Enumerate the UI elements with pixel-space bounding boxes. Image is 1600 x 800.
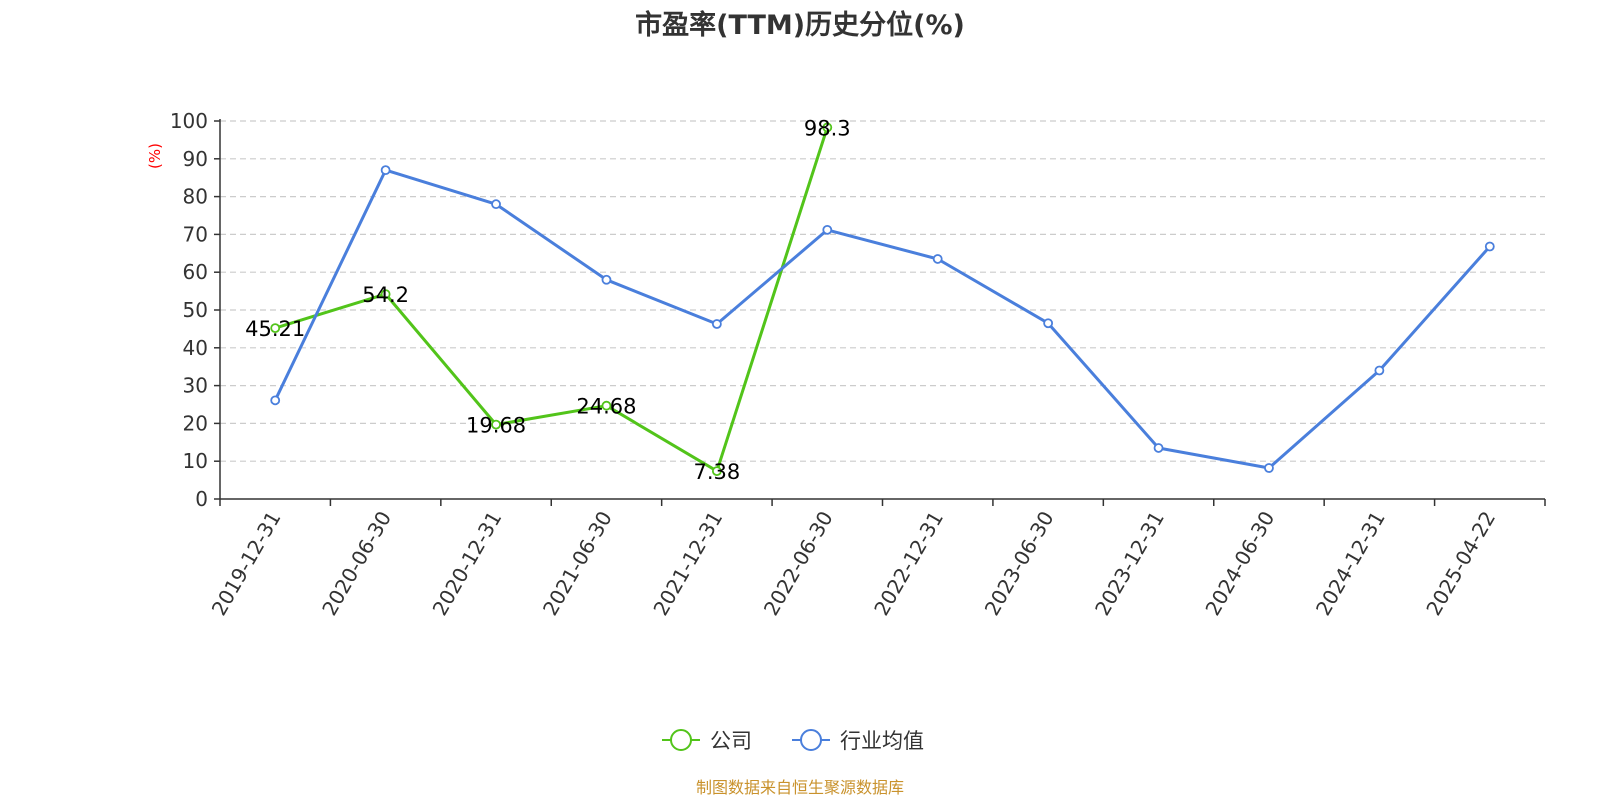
data-labels: 45.21 54.2 19.68 24.68 7.38 98.3 [245,116,851,484]
y-tick-label: 60 [183,260,208,284]
x-tick-label: 2023-12-31 [1090,507,1169,620]
series-1-point [380,165,391,176]
y-tick-label: 70 [183,222,208,246]
legend-label-0: 公司 [710,729,752,753]
x-tick-label: 2022-06-30 [759,507,838,620]
data-label: 24.68 [576,395,636,419]
series-0-point [491,419,501,430]
y-tick-label: 30 [183,374,208,398]
series-0-point [601,400,612,411]
y-tick-label: 100 [170,109,208,133]
x-tick-label: 2023-06-30 [980,507,1059,620]
legend-marker-0 [670,729,692,751]
x-tick-label: 2021-12-31 [648,507,727,620]
x-tick-label: 2025-04-22 [1421,507,1500,620]
x-tick-label: 2022-12-31 [869,507,948,620]
legend: 公司 行业均值 [662,729,924,753]
series-1-point [1374,365,1385,376]
series-1-point [1043,318,1054,329]
legend-marker-1 [800,729,822,751]
legend-label-1: 行业均值 [840,729,924,753]
series-0-point [380,289,391,300]
y-tick-label: 40 [183,336,208,360]
series-1-point [270,395,281,406]
series-1-point [1484,241,1495,252]
y-axis-label: (%) [146,143,164,169]
series-0-point [270,323,281,334]
y-tick-label: 20 [183,411,208,435]
axes: 0 10 20 30 40 50 60 70 80 90 100 2019-12-31 2020-06-… [170,109,1546,620]
series-1-point [601,274,612,285]
data-label: 19.68 [466,414,526,438]
series-0-point [711,466,722,477]
series-line-0 [274,126,829,473]
data-label: 45.21 [245,317,305,341]
series-1-point [1153,443,1164,453]
x-tick-label: 2019-12-31 [207,507,286,620]
y-tick-label: 80 [183,185,208,209]
series-line-1 [273,168,1491,470]
series-layer [270,122,1495,477]
series-1-point [1264,463,1274,473]
series-1-point [491,199,501,210]
gridlines [220,120,1545,462]
x-tick-label: 2024-06-30 [1200,507,1279,620]
x-tick-label: 2024-12-31 [1311,507,1390,620]
series-0-point [822,122,833,133]
data-label: 7.38 [693,460,740,484]
series-1-point [711,319,722,329]
x-tick-label: 2020-06-30 [317,507,396,620]
series-1-point [932,254,943,264]
y-tick-label: 50 [183,298,208,322]
source-note: 制图数据来自恒生聚源数据库 [696,778,904,797]
data-label: 98.3 [804,116,851,140]
chart-title: 市盈率(TTM)历史分位(%) [635,9,965,41]
y-tick-label: 0 [195,487,208,511]
y-tick-label: 10 [183,449,208,473]
x-tick-label: 2021-06-30 [538,507,617,620]
x-tick-label: 2020-12-31 [428,507,507,620]
series-1-point [822,224,833,235]
data-label: 54.2 [362,283,409,307]
y-tick-label: 90 [183,147,208,171]
